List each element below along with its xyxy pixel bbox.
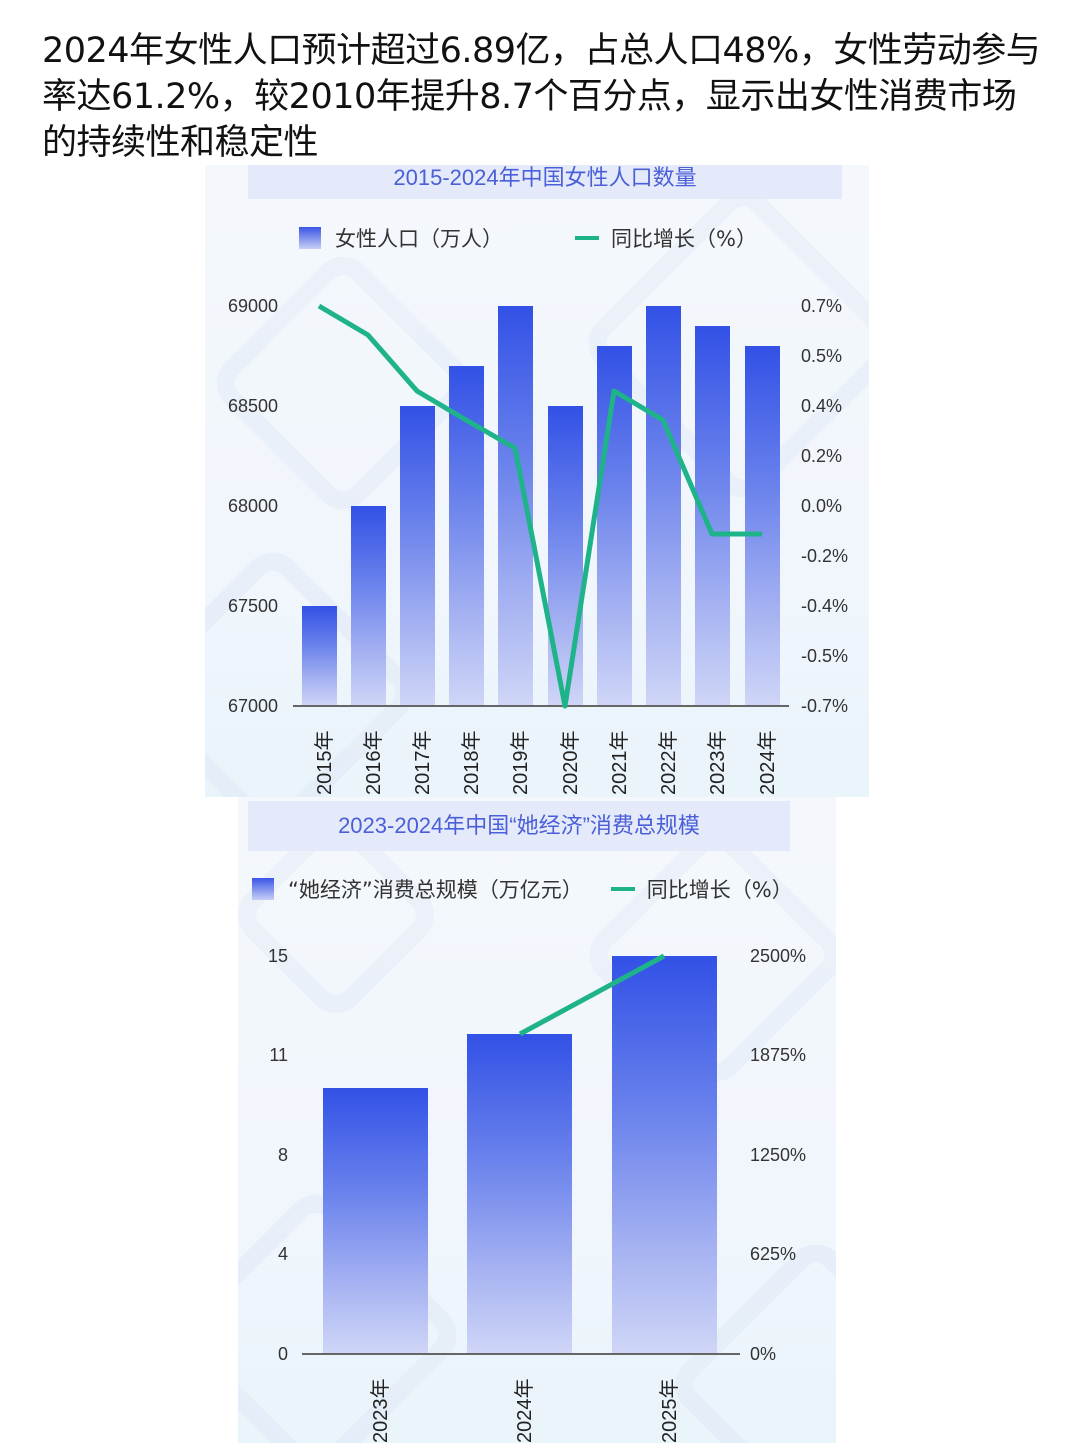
y-tick: 68500	[227, 396, 278, 416]
x-label: 2023年	[370, 1378, 392, 1443]
x-label: 2015年	[314, 730, 336, 796]
y2-tick: 2500%	[750, 946, 807, 966]
y2-tick: -0.5%	[801, 646, 849, 666]
x-label: 2024年	[514, 1378, 536, 1443]
chart-she-economy: 2023-2024年中国“她经济”消费总规模 “她经济”消费总规模（万亿元） 同…	[238, 797, 836, 1443]
headline-text: 2024年女性人口预计超过6.89亿，占总人口48%，女性劳动参与率达61.2%…	[42, 31, 1041, 163]
y-tick: 4	[277, 1244, 288, 1264]
legend-bar-label: 女性人口（万人）	[335, 227, 503, 251]
bar-2023	[323, 1088, 428, 1354]
y-tick: 69000	[227, 296, 278, 316]
chart-title: 2015-2024年中国女性人口数量	[248, 165, 842, 199]
bar-2016	[351, 506, 386, 706]
y-tick: 0	[277, 1344, 288, 1364]
legend-line-swatch	[575, 236, 599, 240]
y2-tick: -0.2%	[801, 546, 849, 566]
chart-legend: “她经济”消费总规模（万亿元） 同比增长（%）	[252, 874, 793, 904]
legend-bar-swatch	[252, 878, 274, 900]
y-tick: 8	[277, 1145, 288, 1165]
legend-bar-label: “她经济”消费总规模（万亿元）	[288, 878, 583, 902]
x-label: 2021年	[609, 730, 631, 796]
y2-tick: 0.0%	[801, 496, 843, 516]
x-label: 2017年	[412, 730, 434, 796]
legend-line-swatch	[610, 887, 635, 891]
y2-tick: 0.2%	[801, 446, 843, 466]
y2-tick: 0.4%	[801, 396, 843, 416]
x-label: 2020年	[560, 730, 582, 796]
y2-tick: 0.5%	[801, 346, 843, 366]
y-tick: 15	[267, 946, 288, 966]
y2-tick: 1250%	[750, 1145, 807, 1165]
y2-tick: 1875%	[750, 1045, 807, 1065]
bar-2021	[597, 346, 632, 706]
x-label: 2016年	[363, 730, 385, 796]
bar-2023	[695, 326, 730, 706]
x-label: 2025年	[659, 1378, 681, 1443]
x-label: 2019年	[510, 730, 532, 796]
x-label: 2024年	[757, 730, 779, 796]
y2-tick: -0.4%	[801, 596, 849, 616]
bar-2025	[612, 956, 717, 1354]
x-axis	[302, 1353, 740, 1355]
growth-line	[518, 953, 666, 1037]
legend-bar-swatch	[299, 227, 321, 249]
y-tick: 67000	[227, 696, 278, 716]
bar-2024	[745, 346, 780, 706]
chart-legend: 女性人口（万人） 同比增长（%）	[299, 223, 757, 253]
y2-tick: 0.7%	[801, 296, 843, 316]
x-label: 2018年	[461, 730, 483, 796]
bar-2017	[400, 406, 435, 706]
y-tick: 67500	[227, 596, 278, 616]
bar-2024	[467, 1034, 572, 1354]
bar-2015	[302, 606, 337, 706]
x-axis	[293, 705, 789, 707]
legend-line-label: 同比增长（%）	[646, 878, 793, 902]
y2-tick: 625%	[750, 1244, 797, 1264]
growth-line	[317, 303, 762, 709]
chart-title: 2023-2024年中国“她经济”消费总规模	[248, 801, 790, 851]
x-label: 2023年	[707, 730, 729, 796]
y2-tick: 0%	[750, 1344, 777, 1364]
y2-tick: -0.7%	[801, 696, 849, 716]
legend-line-label: 同比增长（%）	[611, 227, 757, 251]
y-tick: 11	[269, 1045, 288, 1065]
chart-female-population: 2015-2024年中国女性人口数量 女性人口（万人） 同比增长（%） 6900…	[205, 165, 869, 797]
x-label: 2022年	[658, 730, 680, 796]
y-tick: 68000	[227, 496, 278, 516]
bar-2022	[646, 306, 681, 706]
